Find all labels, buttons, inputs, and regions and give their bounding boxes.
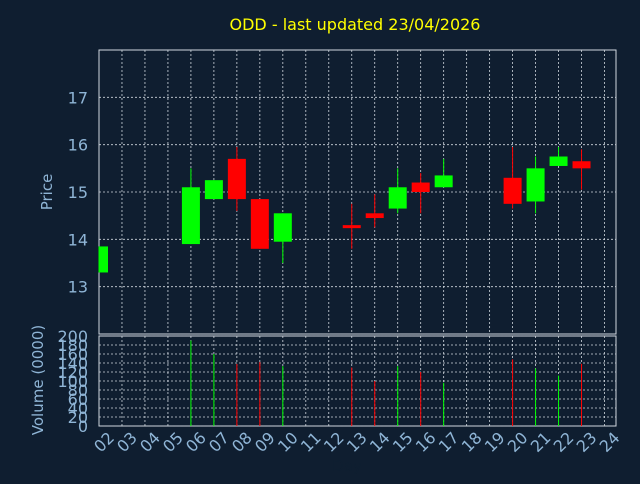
volume-tick-label: 60 bbox=[68, 390, 88, 409]
volume-tick-label: 160 bbox=[57, 345, 88, 364]
candle-06 bbox=[181, 168, 200, 245]
candle-15 bbox=[388, 168, 407, 214]
candle-body bbox=[204, 180, 223, 200]
volume-tick-label: 20 bbox=[68, 408, 88, 427]
candle-body bbox=[526, 168, 545, 202]
candle-body bbox=[273, 213, 292, 242]
candle-body bbox=[411, 182, 430, 192]
price-tick-label: 17 bbox=[68, 88, 88, 107]
candle-17 bbox=[434, 158, 453, 188]
candle-body bbox=[227, 158, 246, 200]
candle-21 bbox=[526, 156, 545, 214]
candle-body bbox=[365, 213, 384, 219]
x-tick-label: 24 bbox=[596, 428, 624, 456]
volume-tick-label: 200 bbox=[57, 327, 88, 346]
candle-09 bbox=[250, 199, 269, 249]
candle-body bbox=[434, 175, 453, 188]
volume-tick-label: 140 bbox=[57, 354, 88, 373]
candle-20 bbox=[503, 147, 522, 209]
candle-body bbox=[572, 161, 591, 169]
volume-tick-label: 40 bbox=[68, 399, 88, 418]
volume-axis-label: Volume (0000) bbox=[29, 325, 47, 435]
candle-23 bbox=[572, 149, 591, 190]
candle-07 bbox=[204, 180, 223, 200]
candle-10 bbox=[273, 213, 292, 263]
volume-tick-label: 80 bbox=[68, 381, 88, 400]
volume-tick-label: 180 bbox=[57, 336, 88, 355]
chart-title: ODD - last updated 23/04/2026 bbox=[230, 15, 481, 34]
candle-body bbox=[549, 156, 568, 166]
x-axis-label: Day bbox=[332, 457, 362, 475]
price-tick-label: 16 bbox=[68, 136, 88, 155]
volume-tick-label: 100 bbox=[57, 372, 88, 391]
candle-16 bbox=[411, 173, 430, 214]
price-tick-label: 13 bbox=[68, 278, 88, 297]
candle-08 bbox=[227, 147, 246, 211]
volume-tick-label: 0 bbox=[78, 417, 88, 436]
candle-14 bbox=[365, 194, 384, 228]
volume-tick-label: 120 bbox=[57, 363, 88, 382]
price-axis-label: Price bbox=[38, 174, 56, 211]
candle-22 bbox=[549, 147, 568, 166]
candle-02 bbox=[98, 246, 108, 273]
volume-panel: 0204060801001201401601802000203040506070… bbox=[57, 327, 623, 456]
candle-body bbox=[250, 199, 269, 249]
candle-body bbox=[503, 177, 522, 204]
candle-body bbox=[342, 225, 361, 229]
price-tick-label: 14 bbox=[68, 230, 88, 249]
candle-body bbox=[181, 187, 200, 245]
candle-body bbox=[99, 246, 108, 273]
candle-13 bbox=[342, 203, 361, 249]
price-tick-label: 15 bbox=[68, 183, 88, 202]
price-panel: 13 14 15 16 17 bbox=[68, 49, 617, 335]
candle-body bbox=[388, 187, 407, 209]
